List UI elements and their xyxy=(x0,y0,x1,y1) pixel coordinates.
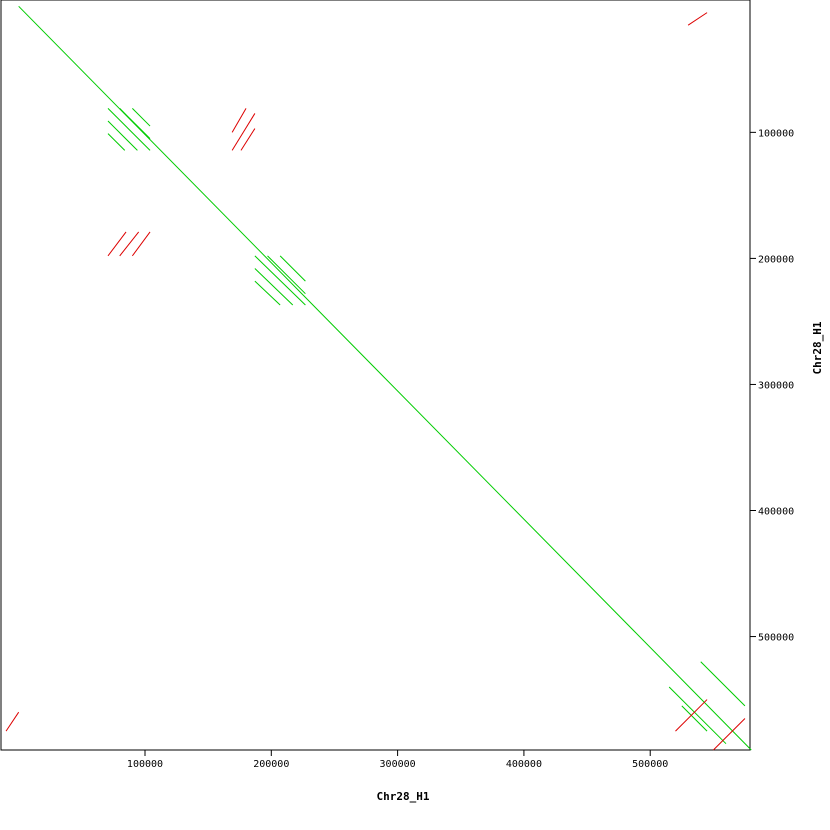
y-tick-label: 200000 xyxy=(758,254,794,265)
alignment xyxy=(675,699,708,732)
alignment xyxy=(231,113,256,151)
alignment xyxy=(668,686,727,745)
alignment xyxy=(267,255,306,295)
y-tick-label: 300000 xyxy=(758,380,794,391)
alignment xyxy=(254,268,294,306)
alignment xyxy=(119,108,151,140)
y-tick-label: 400000 xyxy=(758,507,794,518)
alignment xyxy=(107,108,151,151)
alignment xyxy=(231,108,247,133)
x-tick-label: 200000 xyxy=(253,759,289,770)
alignment xyxy=(18,5,752,751)
alignment xyxy=(107,231,127,257)
plot-frame xyxy=(0,0,751,751)
y-axis-title: Chr28_H1 xyxy=(811,321,824,374)
alignment xyxy=(107,120,138,151)
x-tick-label: 400000 xyxy=(506,759,542,770)
alignment xyxy=(700,661,746,707)
alignment xyxy=(240,128,256,151)
x-axis-title: Chr28_H1 xyxy=(377,790,430,803)
alignment xyxy=(713,718,746,751)
x-tick-label: 500000 xyxy=(632,759,668,770)
alignment xyxy=(681,705,708,732)
alignment xyxy=(131,231,151,257)
x-tick-label: 300000 xyxy=(380,759,416,770)
alignment xyxy=(687,12,708,26)
alignment xyxy=(132,108,151,127)
alignment xyxy=(119,231,140,257)
alignment xyxy=(279,255,306,282)
x-tick-label: 100000 xyxy=(127,759,163,770)
alignment xyxy=(107,133,126,151)
y-tick-label: 100000 xyxy=(758,128,794,139)
alignment xyxy=(254,280,281,306)
alignment xyxy=(5,711,20,732)
alignment xyxy=(254,255,306,306)
y-tick-label: 500000 xyxy=(758,633,794,644)
